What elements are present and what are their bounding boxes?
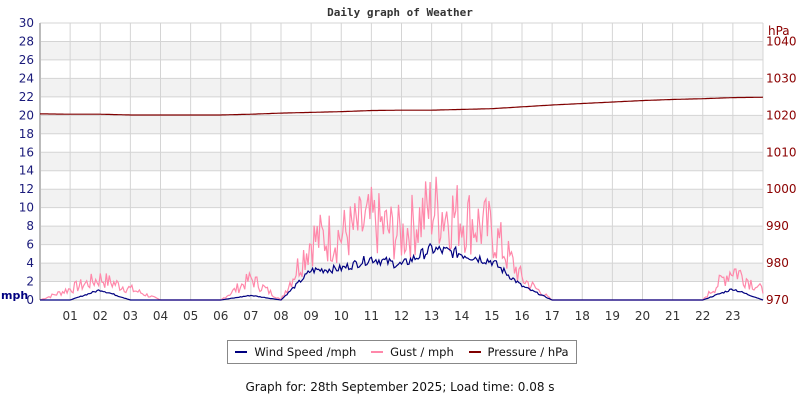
legend: Wind Speed /mph Gust / mph Pressure / hP… bbox=[227, 340, 577, 364]
footer-status: Graph for: 28th September 2025; Load tim… bbox=[245, 380, 555, 394]
svg-text:20: 20 bbox=[19, 108, 34, 122]
svg-text:19: 19 bbox=[605, 309, 620, 323]
svg-text:12: 12 bbox=[19, 182, 34, 196]
legend-item-wind-speed: Wind Speed /mph bbox=[235, 345, 356, 359]
svg-text:22: 22 bbox=[695, 309, 710, 323]
gust-swatch-icon bbox=[371, 351, 384, 353]
svg-text:4: 4 bbox=[26, 256, 34, 270]
svg-text:26: 26 bbox=[19, 53, 34, 67]
legend-label: Pressure / hPa bbox=[487, 345, 569, 359]
svg-text:09: 09 bbox=[303, 309, 318, 323]
wind-speed-line bbox=[40, 242, 764, 301]
svg-text:01: 01 bbox=[62, 309, 77, 323]
svg-text:16: 16 bbox=[514, 309, 529, 323]
svg-text:1040: 1040 bbox=[766, 34, 797, 48]
svg-text:1030: 1030 bbox=[766, 71, 797, 85]
svg-text:18: 18 bbox=[19, 127, 34, 141]
svg-text:10: 10 bbox=[334, 309, 349, 323]
svg-text:1000: 1000 bbox=[766, 182, 797, 196]
chart-title: Daily graph of Weather bbox=[327, 6, 473, 19]
svg-text:15: 15 bbox=[484, 309, 499, 323]
svg-text:20: 20 bbox=[635, 309, 650, 323]
legend-item-pressure: Pressure / hPa bbox=[468, 345, 569, 359]
svg-text:11: 11 bbox=[364, 309, 379, 323]
wind-speed-swatch-icon bbox=[235, 351, 248, 353]
svg-text:0: 0 bbox=[26, 293, 34, 307]
legend-label: Wind Speed /mph bbox=[254, 345, 357, 359]
svg-text:980: 980 bbox=[766, 256, 789, 270]
x-axis-ticks: 01 02 03 04 05 06 07 08 09 10 11 12 13 14 15 16 17 18 19 20… bbox=[62, 309, 740, 323]
svg-text:8: 8 bbox=[26, 219, 34, 233]
svg-text:14: 14 bbox=[454, 309, 469, 323]
svg-text:22: 22 bbox=[19, 90, 34, 104]
legend-item-gust: Gust / mph bbox=[371, 345, 454, 359]
svg-text:2: 2 bbox=[26, 275, 34, 289]
svg-text:03: 03 bbox=[123, 309, 138, 323]
svg-text:21: 21 bbox=[665, 309, 680, 323]
svg-text:28: 28 bbox=[19, 34, 34, 48]
svg-text:12: 12 bbox=[394, 309, 409, 323]
svg-text:18: 18 bbox=[575, 309, 590, 323]
svg-text:13: 13 bbox=[424, 309, 439, 323]
svg-text:30: 30 bbox=[19, 16, 34, 30]
svg-text:6: 6 bbox=[26, 238, 34, 252]
svg-text:17: 17 bbox=[544, 309, 559, 323]
pressure-swatch-icon bbox=[468, 351, 481, 353]
svg-text:24: 24 bbox=[19, 71, 34, 85]
left-axis-unit: mph bbox=[1, 289, 28, 302]
svg-text:07: 07 bbox=[243, 309, 258, 323]
svg-text:06: 06 bbox=[213, 309, 228, 323]
right-axis-ticks: 970 980 990 1000 1010 1020 1030 1040 bbox=[766, 34, 797, 307]
svg-text:05: 05 bbox=[183, 309, 198, 323]
svg-text:14: 14 bbox=[19, 164, 34, 178]
pressure-line bbox=[40, 96, 764, 116]
svg-text:1010: 1010 bbox=[766, 145, 797, 159]
svg-text:10: 10 bbox=[19, 201, 34, 215]
svg-text:970: 970 bbox=[766, 293, 789, 307]
right-axis-unit: hPa bbox=[768, 24, 790, 38]
svg-text:04: 04 bbox=[153, 309, 168, 323]
svg-text:23: 23 bbox=[725, 309, 740, 323]
svg-text:16: 16 bbox=[19, 145, 34, 159]
legend-label: Gust / mph bbox=[390, 345, 454, 359]
svg-text:1020: 1020 bbox=[766, 108, 797, 122]
svg-text:990: 990 bbox=[766, 219, 789, 233]
svg-text:02: 02 bbox=[93, 309, 108, 323]
svg-text:08: 08 bbox=[273, 309, 288, 323]
